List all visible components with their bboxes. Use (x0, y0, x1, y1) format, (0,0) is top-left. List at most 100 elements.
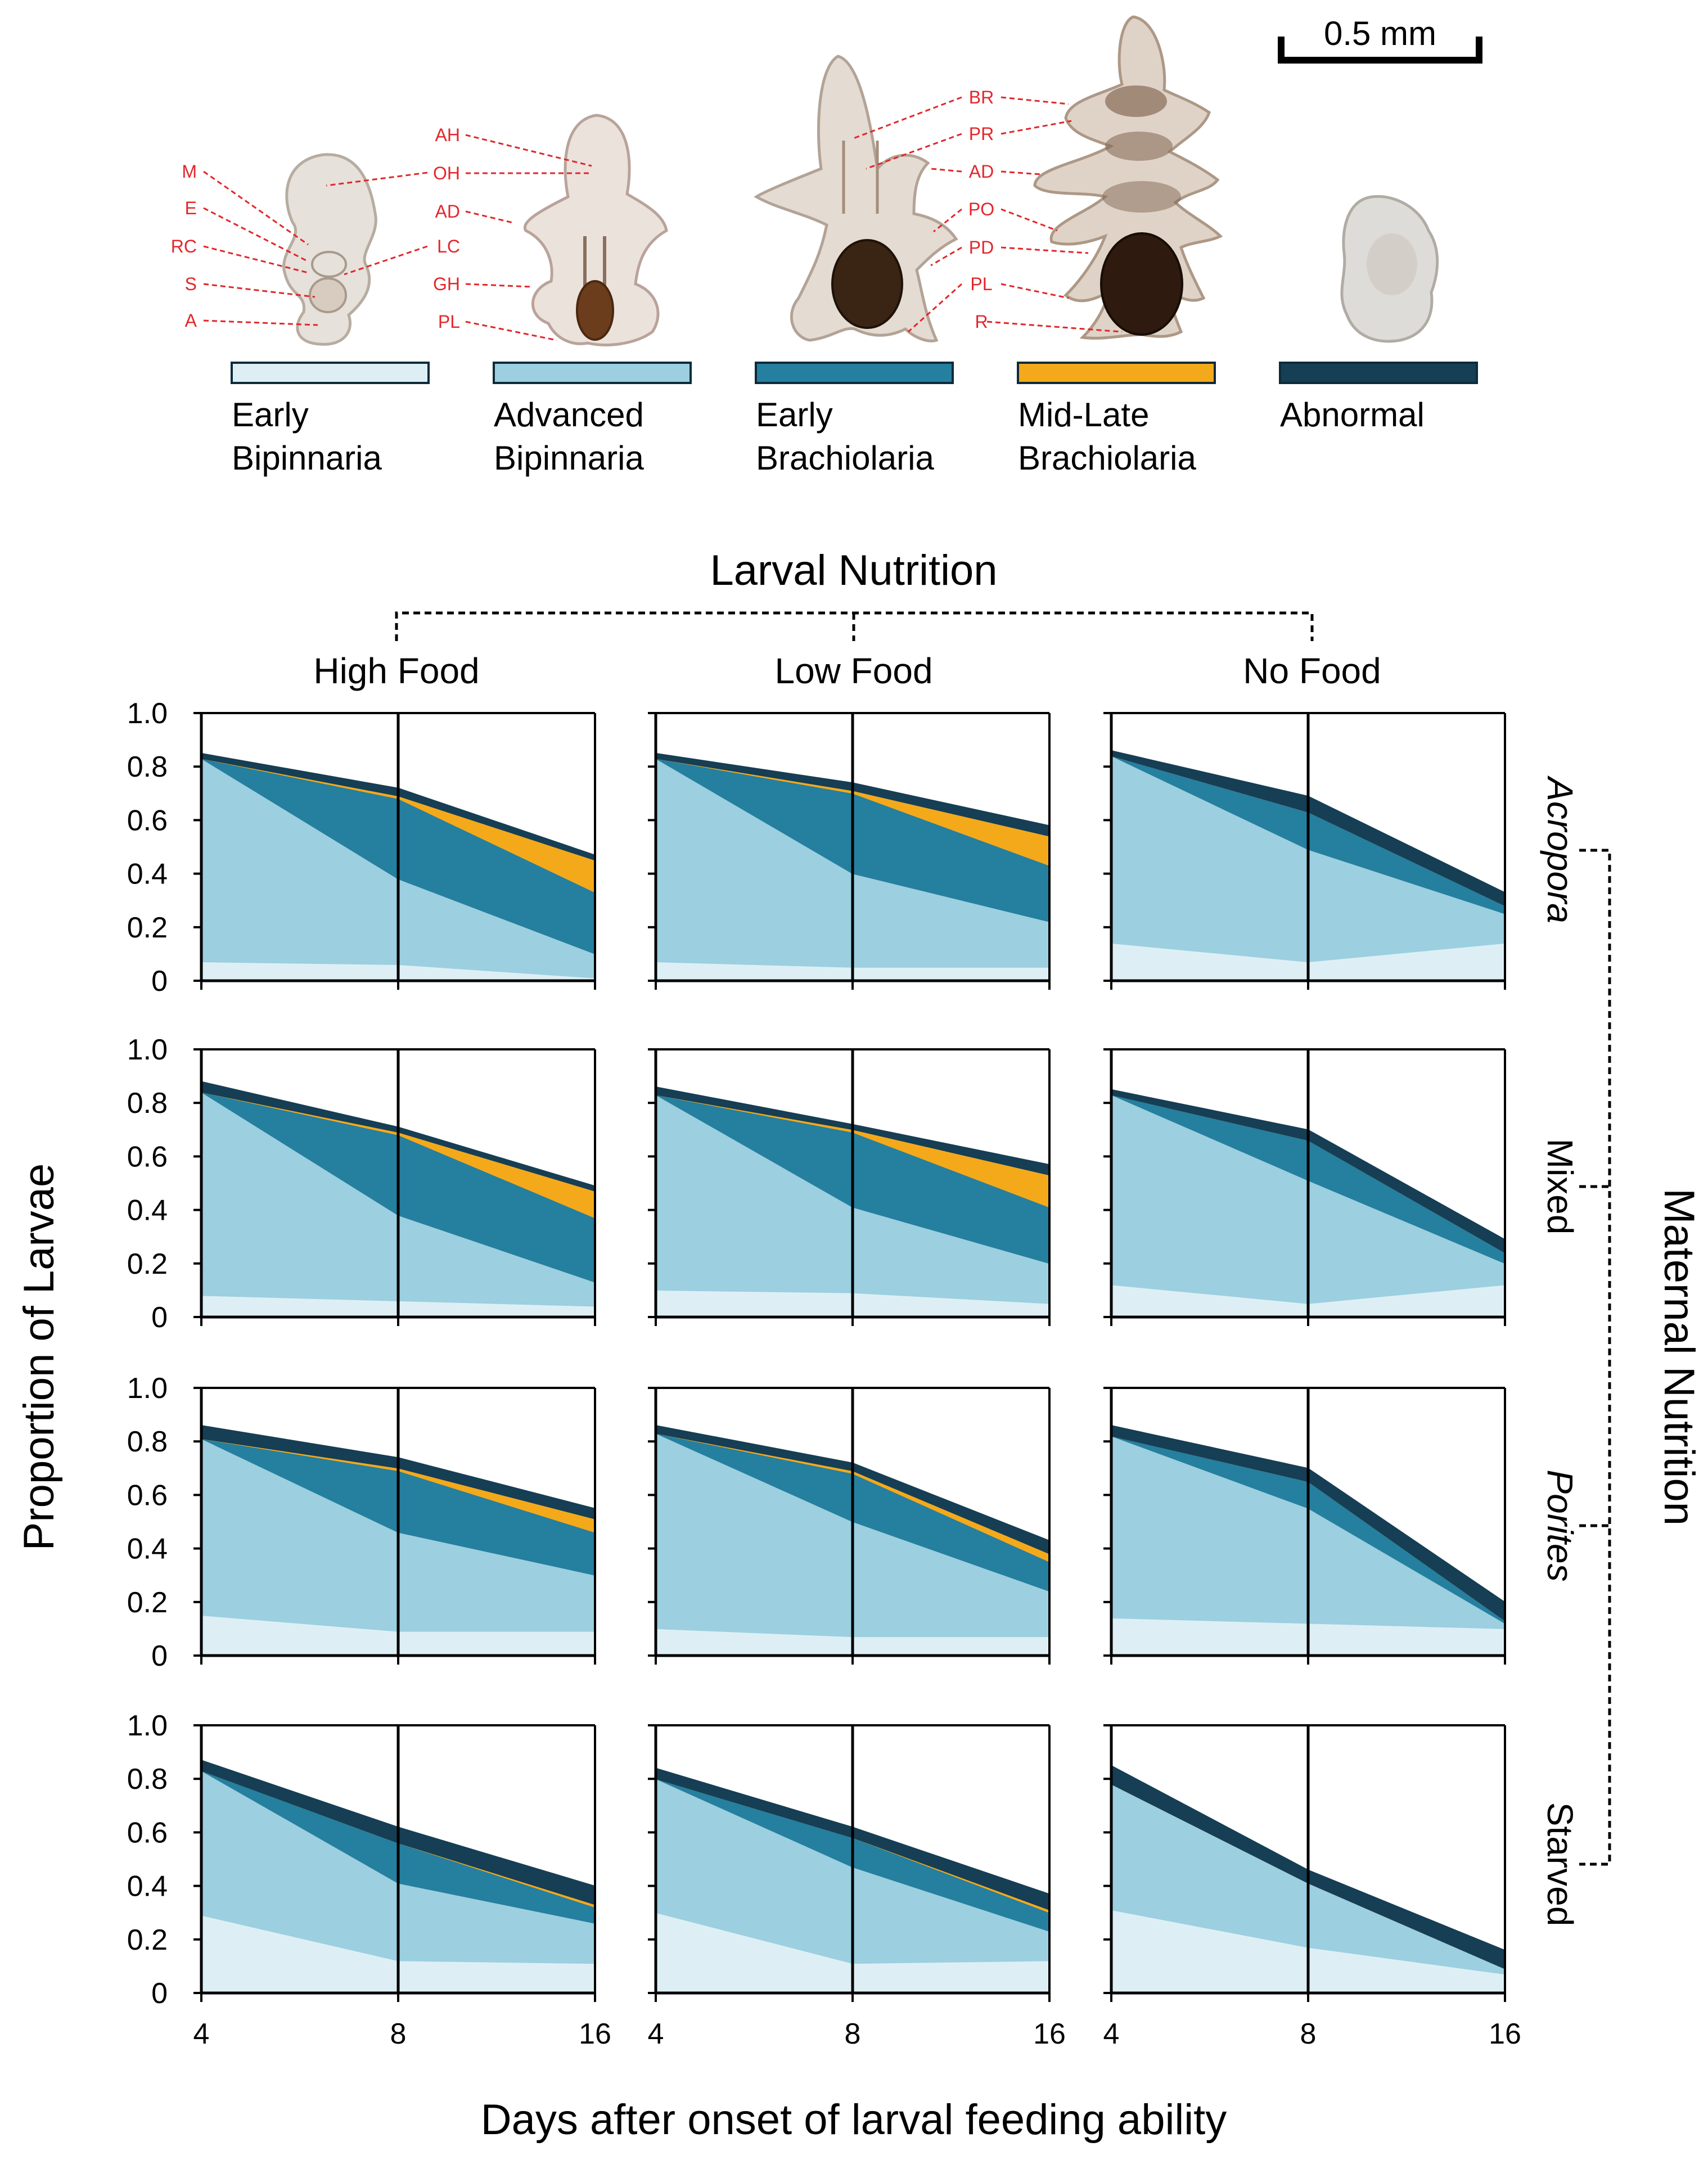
y-tick-label: 0.8 (127, 1087, 168, 1120)
larval-nutrition-title: Larval Nutrition (710, 547, 997, 594)
x-tick-label: 16 (579, 2018, 611, 2050)
panel-porites-high-food: 1.0 0.8 0.6 0.4 0.2 0 (127, 1372, 596, 1672)
maternal-nutrition-title: Maternal Nutrition (1655, 1188, 1703, 1526)
label-AD: AD (435, 201, 460, 222)
anatomy-leader-lines (203, 96, 1123, 341)
panel-starved-no-food: 4 8 16 (1103, 1724, 1521, 2050)
legend-label-line1: Early (756, 396, 833, 434)
y-tick-label: 1.0 (127, 1710, 168, 1742)
y-tick-label: 0.2 (127, 1248, 168, 1280)
panel-mixed-low-food (648, 1048, 1051, 1326)
label-A: A (185, 310, 197, 331)
row-title-porites: Porites (1540, 1469, 1580, 1581)
label-GH: GH (433, 274, 460, 294)
panel-acropora-high-food: 1.0 0.8 0.6 0.4 0.2 0 (127, 697, 596, 998)
panel-porites-no-food (1103, 1387, 1506, 1665)
y-tick-label: 1.0 (127, 1372, 168, 1405)
x-tick-label: 16 (1489, 2018, 1521, 2050)
legend-label-line1: Mid-Late (1018, 396, 1149, 434)
larva-early-brachiolaria-image (754, 55, 958, 342)
x-tick-label: 4 (648, 2018, 664, 2050)
y-tick-label: 0.4 (127, 1870, 168, 1903)
legend-label-line1: Early (232, 396, 309, 434)
y-tick-label: 0.8 (127, 751, 168, 783)
panel-starved-low-food: 4 8 16 (648, 1724, 1066, 2050)
legend-item-abnormal: Abnormal (1279, 362, 1478, 434)
y-tick-label: 0.6 (127, 1140, 168, 1173)
y-tick-label: 0.4 (127, 858, 168, 891)
legend-label-line2: Brachiolaria (756, 439, 934, 477)
y-tick-label: 0.6 (127, 1816, 168, 1849)
scale-bar: 0.5 mm (1278, 15, 1482, 64)
x-tick-label: 8 (1300, 2018, 1317, 2050)
legend-swatch (1279, 362, 1478, 384)
panel-mixed-high-food: 1.0 0.8 0.6 0.4 0.2 0 (127, 1034, 596, 1334)
legend-swatch (755, 362, 954, 384)
y-tick-label: 0.6 (127, 1479, 168, 1512)
legend-item-mid-late-brachiolaria: Mid-Late Brachiolaria (1017, 362, 1216, 477)
label-LC: LC (437, 236, 460, 256)
label-PL2: PL (970, 274, 992, 294)
y-tick-label: 0.2 (127, 912, 168, 944)
label-M: M (182, 161, 197, 182)
row-title-mixed: Mixed (1540, 1139, 1580, 1235)
maternal-nutrition-bracket (1579, 849, 1611, 1866)
legend-swatch (493, 362, 692, 384)
legend-swatch (1017, 362, 1216, 384)
panel-porites-low-food (648, 1387, 1051, 1665)
larva-advanced-bipinnaria-image (523, 114, 668, 346)
y-tick-label: 0.4 (127, 1194, 168, 1227)
label-BR: BR (969, 87, 994, 107)
panel-acropora-no-food (1103, 712, 1506, 990)
legend-item-early-brachiolaria: Early Brachiolaria (755, 362, 954, 477)
larval-nutrition-header: Larval Nutrition High Food Low Food No F… (313, 547, 1381, 691)
label-RC: RC (171, 236, 197, 256)
legend-label-line1: Abnormal (1280, 396, 1425, 434)
panel-acropora-low-food (648, 712, 1051, 990)
legend-label-line1: Advanced (494, 396, 644, 434)
legend-swatch (231, 362, 430, 384)
y-tick-label: 0 (151, 1977, 168, 2010)
y-tick-label: 0.2 (127, 1924, 168, 1956)
label-PD: PD (969, 237, 994, 258)
y-tick-label: 0.6 (127, 804, 168, 837)
label-PR: PR (969, 124, 994, 144)
y-tick-label: 0 (151, 1640, 168, 1672)
panel-starved-high-food: 1.0 0.8 0.6 0.4 0.2 04 8 16 (127, 1710, 611, 2050)
label-E: E (185, 198, 197, 218)
column-title-low-food: Low Food (774, 651, 932, 691)
x-tick-label: 16 (1033, 2018, 1066, 2050)
y-tick-label: 1.0 (127, 697, 168, 730)
y-tick-label: 1.0 (127, 1034, 168, 1066)
legend-label-line2: Bipinnaria (232, 439, 382, 477)
larva-early-bipinnaria-image (282, 153, 377, 346)
x-tick-label: 4 (1103, 2018, 1120, 2050)
x-tick-label: 4 (193, 2018, 210, 2050)
x-tick-label: 8 (390, 2018, 407, 2050)
row-title-starved: Starved (1540, 1802, 1580, 1927)
y-tick-label: 0.4 (127, 1533, 168, 1566)
panel-grid: 1.0 0.8 0.6 0.4 0.2 0 1.0 0.8 0.6 0.4 0.2 0 1.0 0.8 0.… (127, 697, 1521, 2050)
row-title-acropora: Acropora (1540, 775, 1580, 923)
stage-legend: Early Bipinnaria Advanced Bipinnaria Early Br… (231, 362, 1478, 477)
label-PO: PO (968, 199, 994, 219)
y-tick-label: 0.8 (127, 1763, 168, 1796)
anatomy-annotations: M E RC S A AH OH AD LC GH PL BR PR AD PO… (171, 87, 1123, 341)
larva-abnormal-image (1340, 195, 1439, 343)
label-AD2: AD (969, 161, 994, 182)
y-tick-label: 0 (151, 965, 168, 998)
y-axis-title: Proportion of Larvae (15, 1164, 63, 1551)
column-title-high-food: High Food (313, 651, 479, 691)
x-axis-title: Days after onset of larval feeding abili… (481, 2096, 1227, 2144)
legend-label-line2: Bipinnaria (494, 439, 644, 477)
larval-nutrition-bracket (395, 611, 1314, 641)
legend-item-advanced-bipinnaria: Advanced Bipinnaria (493, 362, 692, 477)
larva-midlate-brachiolaria-image (1033, 15, 1223, 340)
y-tick-label: 0.2 (127, 1586, 168, 1619)
label-S: S (185, 274, 197, 294)
maternal-nutrition-rows: Acropora Mixed Porites Starved Maternal … (1540, 775, 1703, 1926)
column-title-no-food: No Food (1243, 651, 1381, 691)
label-R: R (975, 312, 988, 332)
y-tick-label: 0.8 (127, 1426, 168, 1458)
